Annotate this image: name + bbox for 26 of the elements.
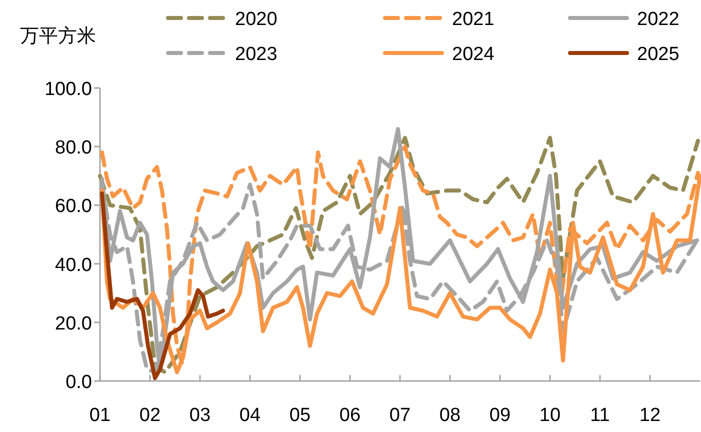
x-tick-label: 06	[339, 405, 361, 426]
x-tick-label: 10	[539, 405, 561, 426]
legend-label: 2024	[452, 44, 495, 65]
y-tick-label: 80.0	[55, 138, 92, 159]
y-axis-title: 万平方米	[20, 25, 96, 47]
legend-label: 2021	[452, 9, 494, 30]
legend-label: 2023	[235, 44, 278, 65]
x-tick-label: 03	[189, 405, 211, 426]
line-series	[100, 191, 225, 380]
x-tick-label: 09	[489, 405, 511, 426]
x-tick-label: 05	[289, 405, 311, 426]
y-tick-label: 40.0	[55, 254, 92, 276]
y-tick-label: 20.0	[55, 313, 92, 334]
x-tick-label: 07	[389, 405, 411, 426]
legend-label: 2025	[637, 44, 680, 65]
x-tick-label: 12	[639, 405, 661, 426]
legend-label: 2020	[235, 9, 278, 30]
y-tick-label: 60.0	[55, 196, 92, 218]
legend-label: 2022	[637, 9, 680, 30]
x-tick-label: 02	[139, 405, 161, 426]
x-tick-label: 11	[590, 405, 610, 426]
y-tick-label: 0.0	[66, 372, 92, 393]
x-tick-label: 01	[89, 405, 111, 426]
x-tick-label: 08	[439, 405, 461, 426]
y-tick-label: 100.0	[44, 79, 92, 100]
x-tick-label: 04	[239, 405, 261, 426]
